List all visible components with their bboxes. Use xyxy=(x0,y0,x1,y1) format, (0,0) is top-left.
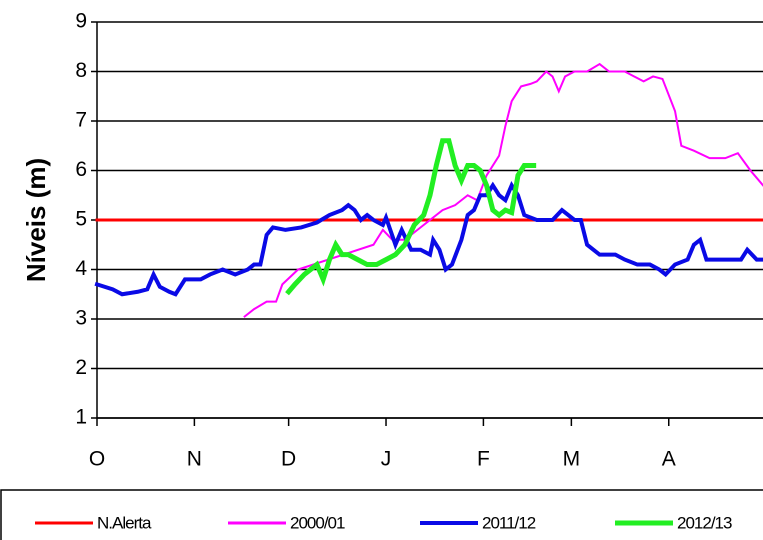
legend-label: 2011/12 xyxy=(482,513,536,532)
y-tick-label: 9 xyxy=(75,10,87,33)
x-tick-label: N xyxy=(187,448,202,471)
y-tick-label: 3 xyxy=(75,307,87,330)
series-line xyxy=(94,181,763,297)
y-tick-label: 5 xyxy=(75,208,87,231)
legend-label: 2012/13 xyxy=(677,513,732,532)
y-tick-label: 8 xyxy=(75,59,87,82)
series-line xyxy=(243,62,763,318)
legend-label: N.Alerta xyxy=(97,513,152,532)
y-tick-label: 6 xyxy=(75,158,87,181)
legend-label: 2000/01 xyxy=(290,513,345,532)
x-tick-label: M xyxy=(563,448,581,471)
x-tick-label: F xyxy=(477,448,490,471)
legend-box xyxy=(0,489,763,540)
x-tick-label: J xyxy=(381,448,392,471)
series-line xyxy=(285,138,537,296)
x-tick-label: D xyxy=(281,448,296,471)
y-tick-label: 7 xyxy=(75,109,87,132)
y-tick-label: 1 xyxy=(75,406,87,429)
y-axis-label: Níveis (m) xyxy=(21,158,51,282)
y-tick-label: 4 xyxy=(75,257,87,280)
x-tick-label: O xyxy=(89,448,105,471)
y-tick-label: 2 xyxy=(75,356,87,379)
x-tick-label: A xyxy=(662,448,676,471)
